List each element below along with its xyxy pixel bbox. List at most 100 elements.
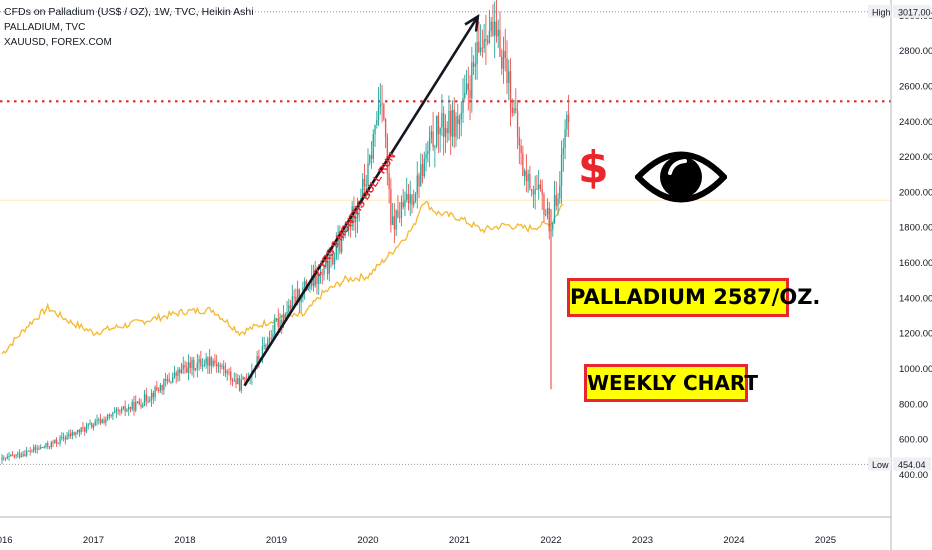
candle-body xyxy=(428,138,431,152)
candle-body xyxy=(453,109,455,137)
candle-body xyxy=(135,401,137,411)
y-tick-label: 2200.00 xyxy=(899,152,932,163)
candle-body xyxy=(522,153,524,176)
candle-body xyxy=(420,164,422,187)
candle-body xyxy=(173,372,176,378)
candle-body xyxy=(230,371,232,381)
candle-body xyxy=(365,184,367,187)
candle-body xyxy=(240,379,242,391)
candle-body xyxy=(103,419,105,423)
candle-body xyxy=(395,210,397,230)
candle-body xyxy=(300,297,302,302)
candle-body xyxy=(161,385,163,391)
candle-body xyxy=(281,320,283,324)
x-tick-label: 2017 xyxy=(83,535,104,546)
candle-body xyxy=(393,216,396,230)
candle-body xyxy=(567,114,570,123)
candle-body xyxy=(404,199,406,208)
candle-body xyxy=(71,432,74,436)
candle-body xyxy=(82,427,84,429)
candle-body xyxy=(501,56,503,69)
candle-body xyxy=(163,379,165,391)
candle-body xyxy=(427,151,429,155)
candle-body xyxy=(270,337,272,339)
candle-body xyxy=(566,114,568,130)
candle-body xyxy=(205,357,207,365)
candle-body xyxy=(523,170,526,176)
candle-body xyxy=(288,305,290,312)
x-tick-label: 2024 xyxy=(723,535,744,546)
candle-body xyxy=(159,385,162,391)
candle-body xyxy=(40,446,42,449)
price-note: PALLADIUM 2587/OZ. xyxy=(567,278,820,317)
candle-body xyxy=(105,419,107,423)
candle-body xyxy=(518,136,520,146)
candle-body xyxy=(219,365,221,367)
candle-body xyxy=(172,377,174,383)
candle-body xyxy=(36,448,38,450)
candle-body xyxy=(474,64,477,67)
candle-body xyxy=(50,442,52,448)
candle-body xyxy=(367,162,369,185)
candle-body xyxy=(189,362,191,368)
candle-body xyxy=(318,274,320,285)
candle-body xyxy=(321,274,323,276)
candle-body xyxy=(126,409,128,412)
candle-body xyxy=(96,420,98,422)
candle-body xyxy=(48,446,51,448)
candle-body xyxy=(182,364,184,370)
candle-body xyxy=(557,198,559,206)
candle-body xyxy=(89,423,91,425)
candle-body xyxy=(8,456,10,458)
y-tick-label: 400.00 xyxy=(899,470,928,481)
candle-body xyxy=(455,116,457,137)
candle-body xyxy=(84,428,86,432)
candle-body xyxy=(559,185,561,199)
candle-body xyxy=(374,124,376,135)
candle-body xyxy=(536,188,538,190)
candle-body xyxy=(390,189,392,225)
candle-body xyxy=(13,455,15,457)
candle-body xyxy=(291,296,294,309)
candle-body xyxy=(319,274,322,276)
candle-body xyxy=(87,424,89,427)
candle-body xyxy=(216,363,218,367)
candle-body xyxy=(112,412,114,416)
candle-body xyxy=(425,154,427,159)
candle-body xyxy=(221,365,223,367)
candle-body xyxy=(325,262,327,267)
candle-body xyxy=(99,419,102,424)
y-tick-label: 1000.00 xyxy=(899,364,932,375)
candle-body xyxy=(196,362,198,369)
candle-body xyxy=(233,379,235,381)
candle-body xyxy=(347,223,350,230)
x-tick-label: 2022 xyxy=(540,535,561,546)
candle-body xyxy=(4,457,7,459)
candle-body xyxy=(400,201,403,218)
candle-body xyxy=(349,223,352,227)
candle-body xyxy=(282,314,285,324)
y-tick-label: 1600.00 xyxy=(899,258,932,269)
candle-body xyxy=(502,50,505,69)
candle-body xyxy=(6,456,8,459)
candle-body xyxy=(64,438,67,440)
candle-body xyxy=(430,131,433,139)
candle-body xyxy=(208,357,211,366)
candle-body xyxy=(340,232,343,253)
candle-body xyxy=(38,448,40,450)
candle-body xyxy=(25,451,28,456)
candle-body xyxy=(22,454,24,456)
candle-body xyxy=(124,406,126,412)
candle-body xyxy=(483,38,485,49)
x-tick-label: 2019 xyxy=(266,535,287,546)
candle-body xyxy=(180,369,183,374)
candle-body xyxy=(342,232,345,236)
candle-body xyxy=(33,447,35,452)
candle-body xyxy=(108,415,111,417)
candle-body xyxy=(207,357,209,366)
candle-body xyxy=(200,359,202,367)
candle-body xyxy=(277,319,279,327)
candle-body xyxy=(330,253,332,255)
candle-body xyxy=(437,115,440,135)
